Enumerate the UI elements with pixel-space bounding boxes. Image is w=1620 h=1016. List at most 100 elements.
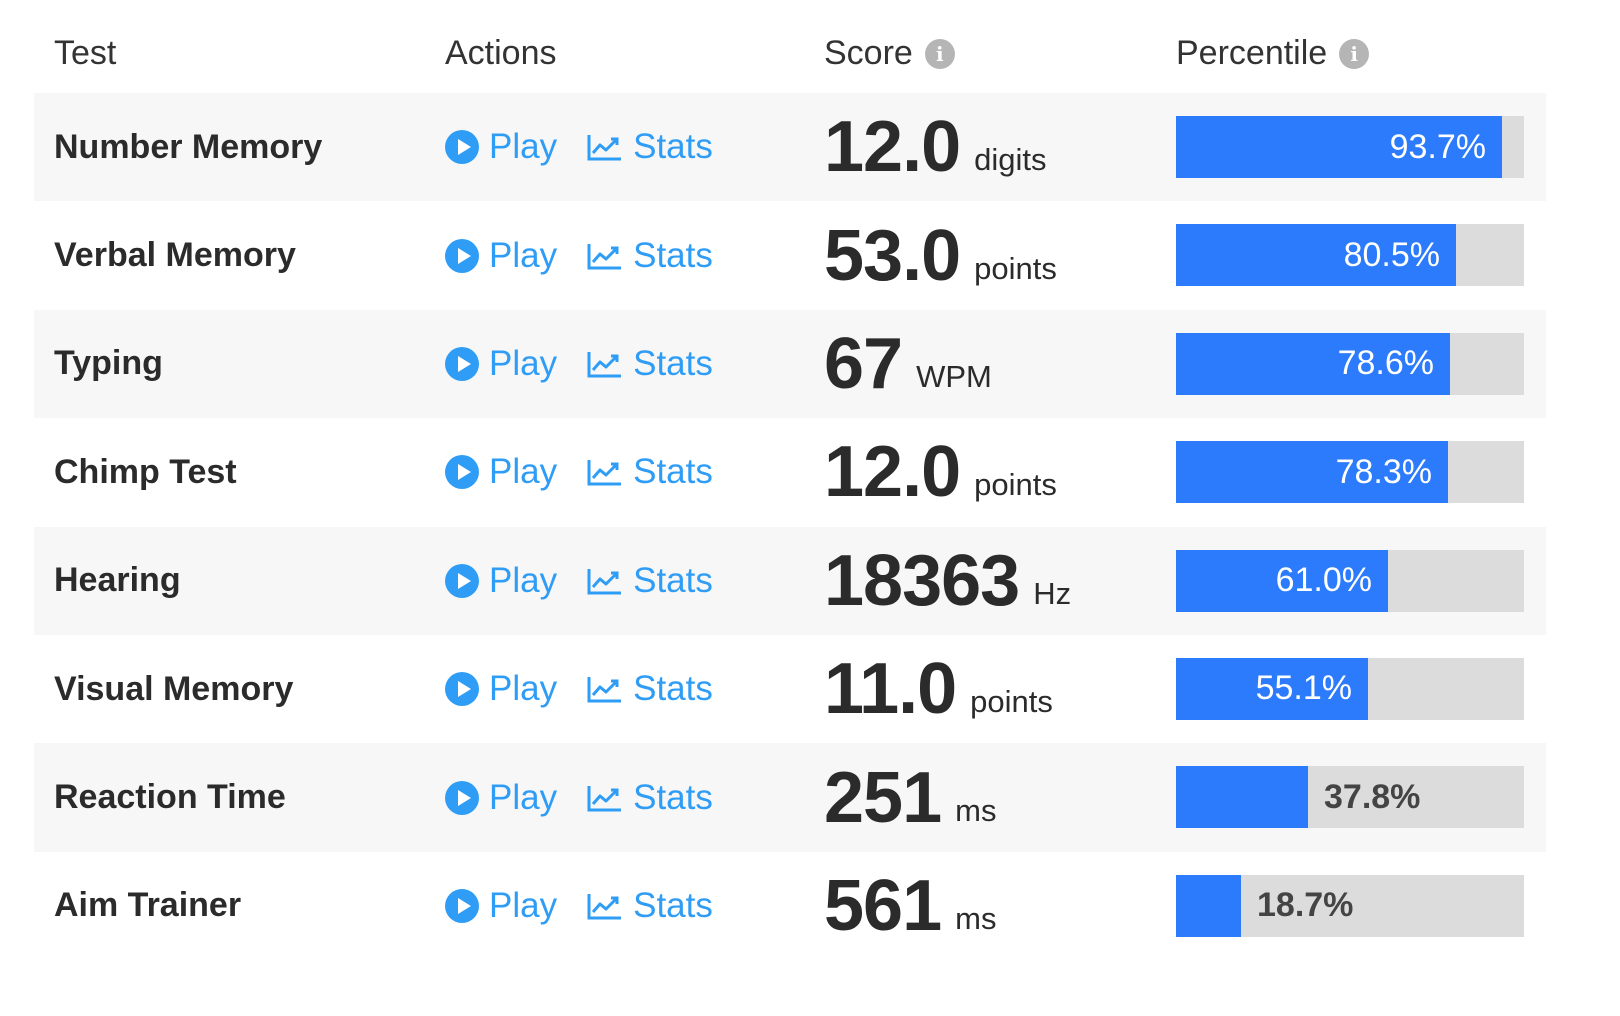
- percentile-bar: 93.7%: [1176, 116, 1524, 178]
- play-button[interactable]: Play: [445, 669, 557, 709]
- percentile-label: 78.6%: [1337, 344, 1434, 383]
- play-circle-icon: [445, 888, 479, 923]
- table-row: Typing Play Stats 67 WPM 78.6%: [34, 309, 1546, 419]
- play-button[interactable]: Play: [445, 344, 557, 384]
- score-unit: digits: [974, 142, 1047, 178]
- play-button[interactable]: Play: [445, 452, 557, 492]
- score-unit: Hz: [1033, 575, 1072, 611]
- header-score-label: Score: [824, 34, 913, 72]
- test-name: Visual Memory: [54, 669, 294, 708]
- play-circle-icon: [445, 130, 479, 165]
- stats-label: Stats: [633, 560, 713, 600]
- table-row: Aim Trainer Play Stats 561 ms 18.7%: [34, 852, 1546, 960]
- percentile-label: 93.7%: [1389, 127, 1486, 166]
- test-name: Hearing: [54, 561, 181, 600]
- row-actions: Play Stats: [445, 527, 713, 635]
- percentile-bar-fill: [1176, 549, 1388, 612]
- play-button[interactable]: Play: [445, 127, 557, 167]
- score-cell: 251 ms: [824, 743, 996, 851]
- stats-button[interactable]: Stats: [587, 778, 713, 818]
- play-circle-icon: [445, 455, 479, 490]
- table-row: Reaction Time Play Stats 251 ms 37.8%: [34, 743, 1546, 852]
- score-value: 67: [824, 323, 903, 404]
- play-button[interactable]: Play: [445, 778, 557, 818]
- table-row: Visual Memory Play Stats 11.0 points 55.…: [34, 635, 1546, 743]
- score-unit: points: [974, 467, 1057, 503]
- header-test: Test: [54, 34, 116, 73]
- score-cell: 18363 Hz: [824, 527, 1071, 635]
- line-chart-icon: [587, 677, 622, 703]
- test-name: Number Memory: [54, 127, 323, 166]
- stats-button[interactable]: Stats: [587, 669, 713, 709]
- score-unit: points: [974, 250, 1057, 286]
- table-row: Chimp Test Play Stats 12.0 points 78.3%: [34, 418, 1546, 526]
- header-percentile: Percentile i: [1176, 34, 1370, 73]
- play-circle-icon: [445, 563, 479, 598]
- score-unit: ms: [955, 792, 997, 828]
- line-chart-icon: [587, 135, 622, 161]
- test-name: Reaction Time: [54, 778, 286, 817]
- score-cell: 67 WPM: [824, 310, 992, 418]
- header-percentile-label: Percentile: [1176, 34, 1328, 72]
- score-cell: 11.0 points: [824, 635, 1053, 743]
- score-value: 18363: [824, 540, 1020, 621]
- header-score: Score i: [824, 34, 955, 73]
- percentile-bar: 55.1%: [1176, 657, 1524, 720]
- play-button[interactable]: Play: [445, 236, 557, 276]
- play-button[interactable]: Play: [445, 561, 557, 601]
- stats-button[interactable]: Stats: [587, 236, 713, 276]
- score-info-icon[interactable]: i: [924, 38, 955, 69]
- percentile-bar-fill: [1176, 332, 1450, 395]
- score-cell: 53.0 points: [824, 201, 1057, 309]
- percentile-bar: 78.6%: [1176, 332, 1524, 395]
- stats-label: Stats: [633, 669, 713, 709]
- test-name: Chimp Test: [54, 452, 237, 491]
- play-button[interactable]: Play: [445, 886, 557, 926]
- stats-label: Stats: [633, 777, 713, 817]
- header-actions: Actions: [445, 34, 557, 73]
- score-unit: points: [970, 684, 1053, 720]
- play-label: Play: [489, 560, 558, 600]
- percentile-bar-fill: [1176, 441, 1448, 504]
- row-actions: Play Stats: [445, 743, 713, 851]
- percentile-label: 55.1%: [1255, 669, 1352, 708]
- stats-label: Stats: [633, 452, 713, 492]
- table-header: Test Actions Score i Percentile i: [34, 0, 1546, 93]
- play-circle-icon: [445, 672, 479, 707]
- score-unit: ms: [955, 900, 997, 936]
- percentile-bar: 80.5%: [1176, 224, 1524, 287]
- line-chart-icon: [587, 785, 622, 812]
- header-test-label: Test: [54, 34, 117, 72]
- play-label: Play: [489, 885, 558, 925]
- stats-button[interactable]: Stats: [587, 452, 713, 492]
- stats-label: Stats: [633, 127, 713, 167]
- score-value: 53.0: [824, 215, 961, 296]
- line-chart-icon: [587, 568, 622, 595]
- stats-label: Stats: [633, 343, 713, 383]
- row-actions: Play Stats: [445, 635, 713, 743]
- row-actions: Play Stats: [445, 852, 713, 960]
- test-name: Verbal Memory: [54, 236, 296, 275]
- percentile-info-icon[interactable]: i: [1339, 38, 1370, 69]
- percentile-label: 37.8%: [1324, 777, 1421, 816]
- stats-button[interactable]: Stats: [587, 344, 713, 384]
- play-label: Play: [489, 669, 558, 709]
- results-table: Test Actions Score i Percentile i Number…: [34, 0, 1546, 960]
- stats-button[interactable]: Stats: [587, 561, 713, 601]
- score-value: 561: [824, 865, 942, 946]
- score-value: 12.0: [824, 107, 961, 188]
- percentile-label: 61.0%: [1275, 561, 1372, 600]
- score-value: 12.0: [824, 432, 961, 513]
- line-chart-icon: [587, 460, 622, 486]
- percentile-bar-fill: [1176, 224, 1456, 287]
- stats-button[interactable]: Stats: [587, 886, 713, 926]
- play-circle-icon: [445, 346, 479, 381]
- score-cell: 561 ms: [824, 852, 996, 960]
- percentile-bar: 18.7%: [1176, 874, 1524, 937]
- stats-button[interactable]: Stats: [587, 127, 713, 167]
- table-row: Number Memory Play Stats 12.0 digits 93.…: [34, 93, 1546, 202]
- score-cell: 12.0 points: [824, 418, 1057, 526]
- percentile-bar: 61.0%: [1176, 549, 1524, 612]
- percentile-bar-fill: [1176, 766, 1308, 829]
- row-actions: Play Stats: [445, 201, 713, 309]
